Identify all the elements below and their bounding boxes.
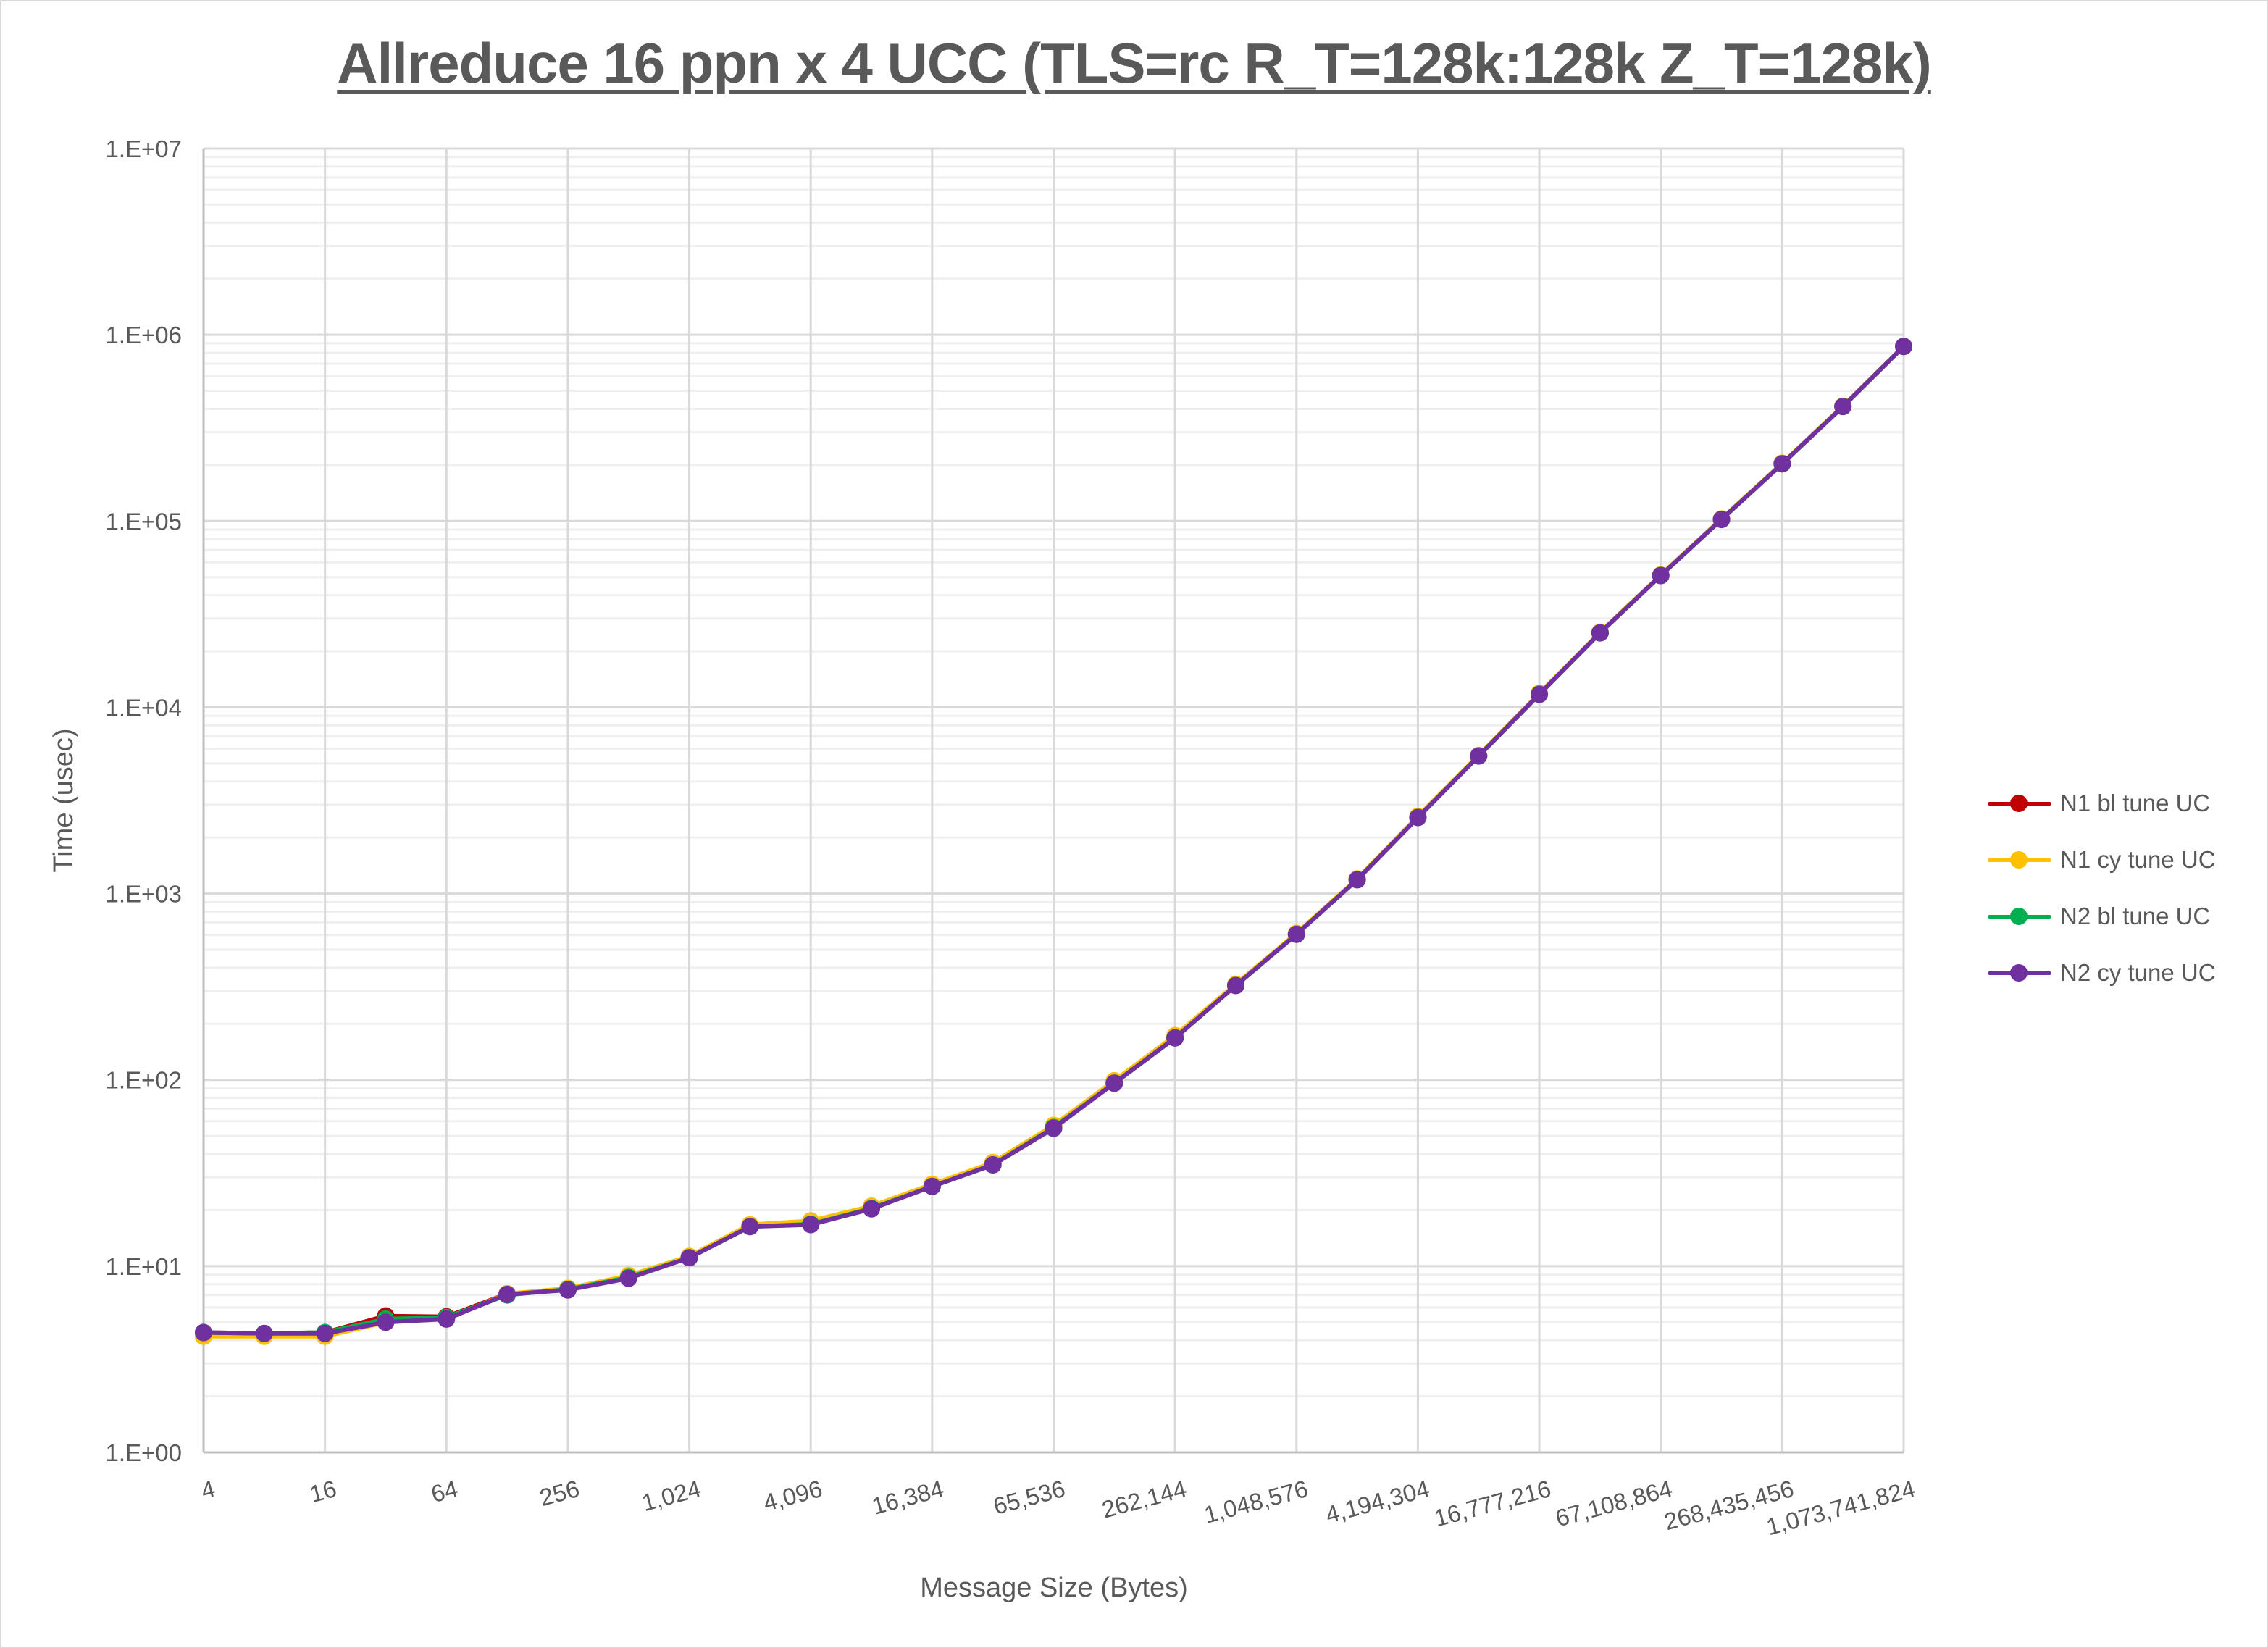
y-tick-label: 1.E+04: [105, 694, 182, 721]
x-tick-label: 4: [198, 1475, 218, 1504]
x-tick-label: 1,024: [639, 1475, 703, 1516]
legend-item: N2 bl tune UC: [1985, 888, 2216, 945]
data-point-marker: [1834, 398, 1852, 416]
data-point-marker: [741, 1218, 759, 1236]
data-point-marker: [802, 1216, 820, 1234]
data-point-marker: [1591, 624, 1609, 642]
x-tick-label: 16: [306, 1475, 339, 1507]
data-point-marker: [923, 1177, 941, 1195]
series-line: [195, 338, 1912, 1342]
legend-item: N1 cy tune UC: [1985, 832, 2216, 888]
x-tick-label: 16,777,216: [1431, 1475, 1554, 1531]
data-point-marker: [1226, 976, 1244, 995]
data-point-marker: [316, 1324, 334, 1342]
x-tick-label: 256: [537, 1475, 582, 1511]
data-point-marker: [1045, 1119, 1063, 1137]
legend-label: N2 bl tune UC: [2060, 903, 2211, 929]
data-point-marker: [558, 1281, 577, 1299]
x-axis-tick-labels: 4 16 64 256 1,024 4,096 16,384 65,536 262,144 1,0…: [198, 1475, 1918, 1540]
data-point-marker: [1895, 338, 1912, 356]
legend-line-marker-icon: [1985, 962, 2054, 984]
legend-line-marker-icon: [1985, 792, 2054, 814]
x-tick-label: 262,144: [1099, 1475, 1189, 1523]
x-tick-label: 64: [428, 1475, 461, 1507]
x-tick-label: 67,108,864: [1552, 1475, 1675, 1531]
x-axis-title: Message Size (Bytes): [920, 1573, 1188, 1603]
data-series: [195, 338, 1912, 1345]
data-point-marker: [377, 1313, 395, 1331]
chart-title: Allreduce 16 ppn x 4 UCC (TLS=rc R_T=128…: [337, 31, 1931, 95]
y-tick-label: 1.E+07: [105, 135, 182, 162]
legend-label: N1 cy tune UC: [2060, 846, 2216, 873]
data-point-marker: [195, 1323, 212, 1342]
x-tick-label: 4,096: [761, 1475, 825, 1516]
data-point-marker: [1773, 455, 1791, 473]
legend-item: N2 cy tune UC: [1985, 945, 2216, 1001]
data-point-marker: [984, 1155, 1002, 1174]
data-point-marker: [1712, 511, 1731, 529]
data-point-marker: [1531, 685, 1549, 703]
legend-line-marker-icon: [1985, 849, 2054, 871]
x-tick-label: 4,194,304: [1323, 1475, 1432, 1528]
data-point-marker: [498, 1285, 516, 1303]
legend-label: N1 bl tune UC: [2060, 790, 2211, 816]
y-axis-tick-labels: 1.E+00 1.E+01 1.E+02 1.E+03 1.E+04 1.E+05 1.E+…: [105, 135, 182, 1466]
data-point-marker: [1105, 1074, 1123, 1092]
y-tick-label: 1.E+02: [105, 1067, 182, 1094]
axes: [202, 149, 1904, 1454]
legend-label: N2 cy tune UC: [2060, 959, 2216, 986]
data-point-marker: [1470, 747, 1488, 765]
y-tick-label: 1.E+00: [105, 1439, 182, 1466]
data-point-marker: [619, 1269, 637, 1287]
legend-line-marker-icon: [1985, 905, 2054, 927]
data-point-marker: [1409, 808, 1427, 827]
data-point-marker: [680, 1249, 698, 1267]
x-tick-label: 16,384: [869, 1475, 947, 1520]
y-tick-label: 1.E+01: [105, 1253, 182, 1280]
data-point-marker: [1652, 566, 1670, 585]
data-point-marker: [255, 1324, 273, 1342]
data-point-marker: [1348, 871, 1366, 889]
legend-item: N1 bl tune UC: [1985, 775, 2216, 832]
data-point-marker: [1287, 925, 1305, 943]
y-tick-label: 1.E+06: [105, 322, 182, 348]
y-axis-title: Time (usec): [49, 728, 79, 872]
y-tick-label: 1.E+05: [105, 508, 182, 535]
x-tick-label: 1,048,576: [1201, 1475, 1310, 1528]
data-point-marker: [863, 1200, 881, 1218]
y-tick-label: 1.E+03: [105, 881, 182, 908]
data-point-marker: [1166, 1029, 1184, 1047]
x-tick-label: 65,536: [990, 1475, 1068, 1520]
data-point-marker: [438, 1310, 456, 1328]
legend: N1 bl tune UC N1 cy tune UC N2 bl tune U…: [1985, 775, 2216, 1001]
